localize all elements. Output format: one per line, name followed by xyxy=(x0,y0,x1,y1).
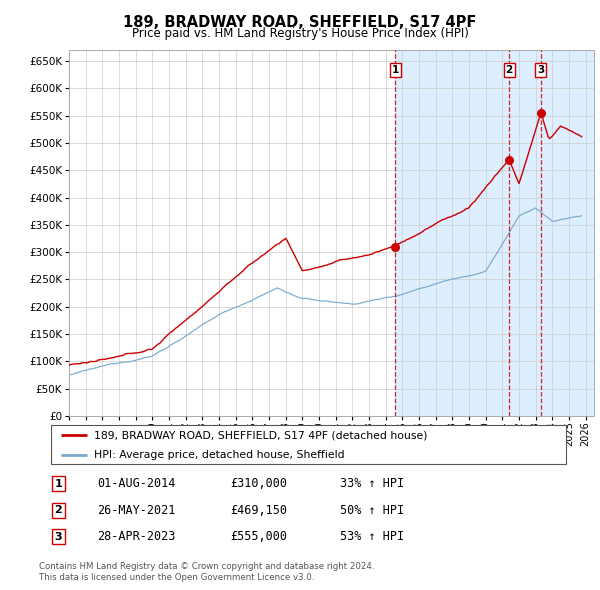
Text: 1: 1 xyxy=(392,65,399,76)
Text: 50% ↑ HPI: 50% ↑ HPI xyxy=(340,504,404,517)
Text: 28-APR-2023: 28-APR-2023 xyxy=(98,530,176,543)
Text: Price paid vs. HM Land Registry's House Price Index (HPI): Price paid vs. HM Land Registry's House … xyxy=(131,27,469,40)
Text: HPI: Average price, detached house, Sheffield: HPI: Average price, detached house, Shef… xyxy=(94,450,344,460)
FancyBboxPatch shape xyxy=(50,425,566,464)
Text: 26-MAY-2021: 26-MAY-2021 xyxy=(98,504,176,517)
Text: 189, BRADWAY ROAD, SHEFFIELD, S17 4PF (detached house): 189, BRADWAY ROAD, SHEFFIELD, S17 4PF (d… xyxy=(94,430,427,440)
Text: 1: 1 xyxy=(55,479,62,489)
Text: 2: 2 xyxy=(505,65,512,76)
Text: This data is licensed under the Open Government Licence v3.0.: This data is licensed under the Open Gov… xyxy=(39,572,314,582)
Text: £310,000: £310,000 xyxy=(230,477,288,490)
Text: 33% ↑ HPI: 33% ↑ HPI xyxy=(340,477,404,490)
Text: 53% ↑ HPI: 53% ↑ HPI xyxy=(340,530,404,543)
Text: 3: 3 xyxy=(538,65,545,76)
Text: 3: 3 xyxy=(55,532,62,542)
Text: Contains HM Land Registry data © Crown copyright and database right 2024.: Contains HM Land Registry data © Crown c… xyxy=(39,562,374,571)
Text: 01-AUG-2014: 01-AUG-2014 xyxy=(98,477,176,490)
Text: 2: 2 xyxy=(55,506,62,515)
Text: £555,000: £555,000 xyxy=(230,530,288,543)
Bar xyxy=(395,50,600,416)
Text: £469,150: £469,150 xyxy=(230,504,288,517)
Text: 189, BRADWAY ROAD, SHEFFIELD, S17 4PF: 189, BRADWAY ROAD, SHEFFIELD, S17 4PF xyxy=(124,15,476,30)
